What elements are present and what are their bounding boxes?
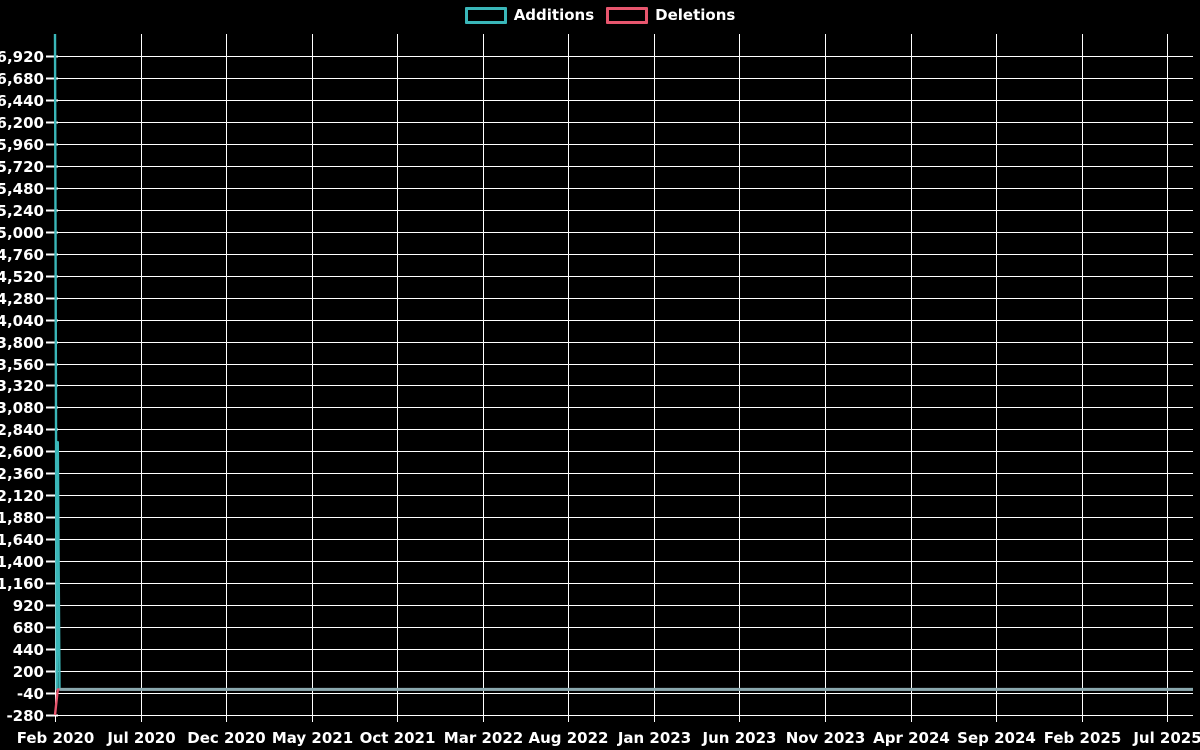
- y-tick-label: 920: [13, 597, 44, 615]
- x-tick-label: Dec 2020: [187, 729, 266, 747]
- additions-swatch: [464, 7, 507, 24]
- y-tick-label: 2,120: [0, 487, 44, 505]
- legend-item-additions[interactable]: Additions: [464, 6, 595, 24]
- y-tick-label: 1,640: [0, 531, 44, 549]
- x-tick-label: Apr 2024: [873, 729, 950, 747]
- y-tick-label: 440: [13, 641, 44, 659]
- y-tick-label: 6,920: [0, 48, 44, 66]
- x-tick-label: Jan 2023: [617, 729, 691, 747]
- x-tick-label: Aug 2022: [529, 729, 609, 747]
- x-tick-label: Sep 2024: [957, 729, 1036, 747]
- x-tick-label: Feb 2025: [1044, 729, 1122, 747]
- y-tick-label: 4,520: [0, 268, 44, 286]
- y-tick-label: 2,600: [0, 443, 44, 461]
- legend-item-deletions[interactable]: Deletions: [606, 7, 735, 24]
- y-tick-label: 6,440: [0, 92, 44, 110]
- x-tick-label: Jul 2025: [1132, 729, 1200, 747]
- x-tick-label: May 2021: [272, 729, 353, 747]
- y-tick-label: 2,360: [0, 465, 44, 483]
- y-tick-label: 6,680: [0, 70, 44, 88]
- y-tick-label: 5,720: [0, 158, 44, 176]
- x-tick-label: Feb 2020: [17, 729, 95, 747]
- y-tick-label: 3,320: [0, 377, 44, 395]
- y-tick-label: 3,800: [0, 334, 44, 352]
- y-tick-label: 200: [13, 663, 44, 681]
- legend-label-additions: Additions: [513, 6, 595, 24]
- y-tick-label: 5,960: [0, 136, 44, 154]
- y-tick-label: 2,840: [0, 421, 44, 439]
- x-tick-label: Jul 2020: [106, 729, 175, 747]
- x-tick-label: Jun 2023: [702, 729, 777, 747]
- y-tick-label: 3,080: [0, 399, 44, 417]
- x-tick-label: Nov 2023: [786, 729, 866, 747]
- y-tick-label: 3,560: [0, 356, 44, 374]
- y-tick-label: -280: [6, 707, 44, 725]
- y-tick-label: 4,280: [0, 290, 44, 308]
- y-tick-label: 5,000: [0, 224, 44, 242]
- y-tick-label: 5,240: [0, 202, 44, 220]
- y-tick-label: -40: [17, 685, 44, 703]
- legend-label-deletions: Deletions: [655, 6, 736, 24]
- additions-series-line: [53, 33, 1193, 691]
- y-tick-label: 1,400: [0, 553, 44, 571]
- y-tick-label: 4,760: [0, 246, 44, 264]
- deletions-swatch: [606, 7, 649, 24]
- y-tick-label: 1,160: [0, 575, 44, 593]
- x-tick-label: Oct 2021: [360, 729, 436, 747]
- chart-legend: Additions Deletions: [0, 7, 1200, 24]
- y-tick-label: 680: [13, 619, 44, 637]
- y-tick-label: 5,480: [0, 180, 44, 198]
- y-tick-label: 6,200: [0, 114, 44, 132]
- x-tick-label: Mar 2022: [444, 729, 523, 747]
- y-tick-label: 1,880: [0, 509, 44, 527]
- y-tick-label: 4,040: [0, 312, 44, 330]
